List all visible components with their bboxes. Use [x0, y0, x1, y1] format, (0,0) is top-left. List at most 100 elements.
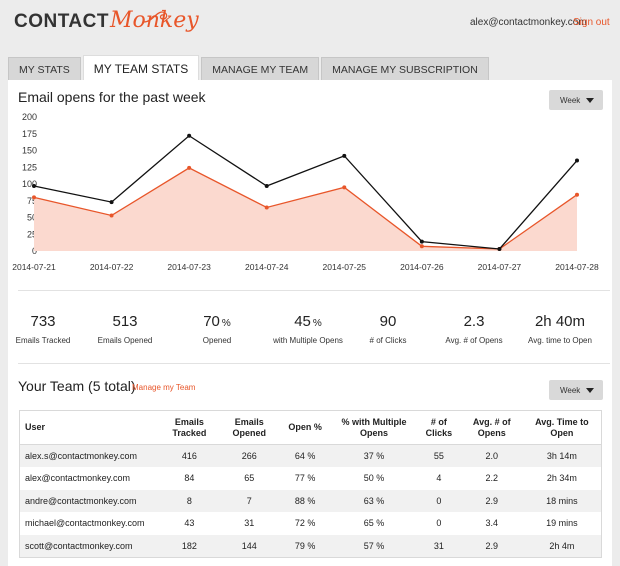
contactmonkey-logo[interactable]: CONTACT Monkey: [14, 8, 199, 33]
stat-number: 45: [294, 313, 311, 330]
cell-user: andre@contactmonkey.com: [19, 489, 160, 512]
data-point: [32, 195, 36, 200]
cell-emails-opened: 144: [219, 534, 280, 557]
tab-my-stats[interactable]: MY STATS: [8, 57, 81, 81]
table-row[interactable]: alex@contactmonkey.com 84 65 77 % 50 % 4 2.2 2h…: [19, 467, 602, 490]
y-tick-label: 25: [27, 229, 37, 239]
stat-value: 45%: [263, 313, 353, 330]
stat-number: 2.3: [463, 313, 485, 330]
y-tick-label: 125: [22, 162, 37, 172]
stat-label: Avg. time to Open: [528, 336, 592, 345]
y-tick-label: 50: [27, 213, 37, 223]
cell-user: alex@contactmonkey.com: [19, 467, 160, 490]
stat-item: 90 # of Clicks: [343, 313, 433, 345]
cell-emails-tracked: 84: [159, 467, 220, 490]
tab-manage-my-team[interactable]: MANAGE MY TEAM: [201, 57, 320, 81]
opens-chart-title: Email opens for the past week: [18, 89, 206, 105]
cell-open-percent: 72 %: [279, 512, 332, 535]
x-tick-label: 2014-07-27: [478, 262, 522, 272]
col-user[interactable]: User: [19, 410, 160, 445]
cell-multiple-opens: 63 %: [331, 489, 417, 512]
cell-multiple-opens: 65 %: [331, 512, 417, 535]
col-avg-opens[interactable]: Avg. # of Opens: [460, 410, 523, 445]
stat-label: Opened: [202, 336, 232, 345]
logo-swirl-icon: [143, 11, 168, 23]
cell-emails-opened: 31: [219, 512, 280, 535]
team-section-title: Your Team (5 total): [18, 378, 136, 394]
cell-emails-tracked: 416: [159, 444, 220, 467]
x-tick-label: 2014-07-22: [90, 262, 134, 272]
cell-open-percent: 88 %: [279, 489, 332, 512]
data-point: [419, 239, 424, 244]
cell-emails-tracked: 43: [159, 512, 220, 535]
col-clicks[interactable]: # of Clicks: [416, 410, 461, 445]
team-table: User Emails Tracked Emails Opened Open %…: [19, 410, 602, 558]
stat-label: # of Clicks: [369, 336, 407, 345]
series-line: [33, 134, 578, 250]
y-tick-label: 100: [22, 179, 37, 189]
stat-unit: %: [221, 318, 231, 329]
cell-avg-time: 3h 14m: [522, 444, 602, 467]
table-row[interactable]: andre@contactmonkey.com 8 7 88 % 63 % 0 2.9 18 …: [19, 489, 602, 512]
stat-label: Emails Opened: [97, 336, 153, 345]
stat-item: 70% Opened: [172, 313, 262, 345]
col-multiple-opens[interactable]: % with Multiple Opens: [331, 410, 417, 445]
cell-avg-time: 2h 4m: [522, 534, 602, 557]
table-row[interactable]: michael@contactmonkey.com 43 31 72 % 65 % 0 3.…: [19, 512, 602, 535]
col-avg-time[interactable]: Avg. Time to Open: [522, 410, 602, 445]
stat-number: 2h 40m: [534, 313, 586, 330]
x-tick-label: 2014-07-23: [167, 262, 211, 272]
cell-avg-opens: 3.4: [460, 512, 523, 535]
tab-manage-my-subscription[interactable]: MANAGE MY SUBSCRIPTION: [321, 57, 489, 81]
cell-clicks: 4: [416, 467, 461, 490]
data-point: [109, 200, 114, 205]
opens-period-value: Week: [560, 96, 581, 105]
y-tick-label: 200: [22, 112, 37, 122]
col-open-percent[interactable]: Open %: [279, 410, 332, 445]
x-tick-label: 2014-07-24: [245, 262, 289, 272]
manage-my-team-link[interactable]: Manage my Team: [132, 383, 196, 392]
x-tick-label: 2014-07-28: [555, 262, 599, 272]
stat-item: 513 Emails Opened: [80, 313, 170, 345]
user-email: alex@contactmonkey.com: [470, 17, 587, 28]
stat-number: 90: [379, 313, 397, 330]
stat-number: 513: [112, 313, 138, 330]
chevron-down-icon: [586, 98, 594, 103]
main-tabs: MY STATS MY TEAM STATS MANAGE MY TEAM MA…: [8, 55, 491, 81]
stat-value: 2.3: [429, 313, 519, 330]
logo-text-contact: CONTACT: [14, 11, 109, 32]
stat-number: 70: [203, 313, 220, 330]
top-bar: CONTACT Monkey alex@contactmonkey.com Si…: [0, 0, 620, 55]
team-period-select[interactable]: Week: [549, 380, 603, 400]
stat-label: Avg. # of Opens: [445, 336, 503, 345]
data-point: [342, 185, 347, 190]
cell-avg-opens: 2.9: [460, 489, 523, 512]
col-emails-tracked[interactable]: Emails Tracked: [159, 410, 220, 445]
cell-multiple-opens: 57 %: [331, 534, 417, 557]
tab-my-team-stats[interactable]: MY TEAM STATS: [82, 55, 200, 81]
opens-period-select[interactable]: Week: [549, 90, 603, 110]
cell-avg-time: 18 mins: [522, 489, 602, 512]
team-period-value: Week: [560, 386, 581, 395]
team-table-header: User Emails Tracked Emails Opened Open %…: [19, 410, 602, 445]
x-tick-label: 2014-07-26: [400, 262, 444, 272]
col-emails-opened[interactable]: Emails Opened: [219, 410, 280, 445]
data-point: [264, 184, 269, 189]
table-row[interactable]: scott@contactmonkey.com 182 144 79 % 57 % 31 2…: [19, 534, 602, 557]
series-line: [33, 167, 578, 250]
sign-out-link[interactable]: Sign out: [573, 17, 610, 28]
data-point: [497, 246, 502, 251]
x-tick-label: 2014-07-25: [323, 262, 367, 272]
data-point: [419, 244, 424, 249]
cell-avg-opens: 2.0: [460, 444, 523, 467]
cell-multiple-opens: 50 %: [331, 467, 417, 490]
data-point: [264, 205, 269, 210]
data-point: [187, 133, 192, 138]
cell-emails-opened: 7: [219, 489, 280, 512]
y-tick-label: 175: [22, 129, 37, 139]
series-area-fill: [34, 167, 577, 251]
stat-label: with Multiple Opens: [273, 336, 343, 345]
cell-clicks: 31: [416, 534, 461, 557]
table-row[interactable]: alex.s@contactmonkey.com 416 266 64 % 37 % 55…: [19, 444, 602, 467]
team-stats-panel: Email opens for the past week Week 0 25 50…: [8, 80, 612, 566]
